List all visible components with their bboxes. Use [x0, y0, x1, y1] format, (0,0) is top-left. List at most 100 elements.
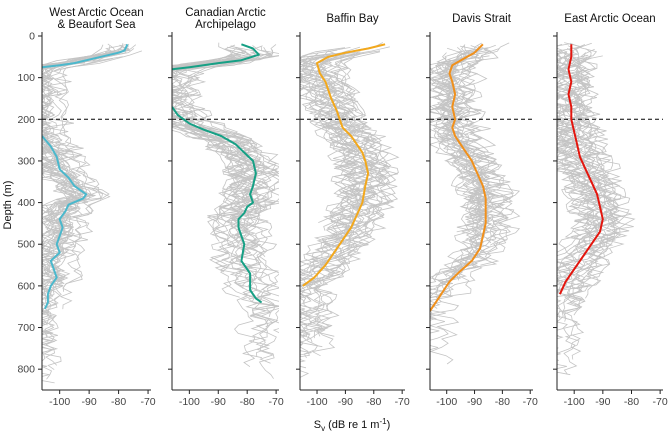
panel-title: East Arctic Ocean [564, 13, 655, 25]
profile-line [42, 51, 120, 236]
profile-line [302, 53, 388, 359]
profile-line [460, 44, 521, 246]
profile-line [300, 55, 374, 369]
profile-line [42, 44, 104, 307]
profile-line [443, 57, 496, 217]
x-tick-label: -80 [624, 396, 639, 408]
y-axis-title: Depth (m) [2, 181, 14, 230]
mean-profile-segment-1 [172, 43, 260, 71]
panel-3: -100 -90 -80 -70 Baffin Bay [296, 13, 410, 408]
background-profiles [430, 42, 521, 365]
profile-line [448, 42, 514, 298]
x-tick-label: -80 [495, 396, 510, 408]
profile-line [44, 56, 123, 253]
profile-line [441, 52, 491, 220]
profile-line [54, 50, 143, 310]
profile-line [42, 57, 94, 384]
x-tick-label: -80 [366, 396, 381, 408]
profile-line [172, 49, 256, 368]
y-tick-label: 400 [17, 197, 35, 209]
background-profiles [557, 42, 636, 376]
y-tick-label: 500 [17, 239, 35, 251]
background-profiles [172, 42, 279, 379]
x-axis-title: Sv (dB re 1 m-1) [314, 417, 391, 432]
panel-5: -100 -90 -80 -70 East Arctic Ocean [553, 13, 668, 408]
profile-line [300, 53, 359, 277]
profile-line [42, 43, 130, 308]
y-tick-label: 700 [17, 322, 35, 334]
x-tick-label: -90 [211, 396, 226, 408]
background-profiles [42, 43, 143, 384]
mean-profile-segment-2 [172, 106, 263, 304]
panel-title: Baffin Bay [326, 13, 378, 25]
x-axis-title-end: ) [387, 419, 391, 431]
profile-line [172, 52, 279, 312]
profile-line [562, 57, 624, 375]
y-tick-label: 800 [17, 364, 35, 376]
mean-profile-segment-2 [42, 135, 88, 310]
profile-line [172, 46, 252, 273]
profile-line [175, 52, 279, 291]
mean-profile [172, 43, 263, 304]
profile-line [172, 46, 256, 289]
panel-title: Archipelago [195, 19, 256, 31]
profile-line [303, 52, 387, 337]
profile-line [52, 58, 113, 292]
profile-line [172, 44, 250, 287]
profile-line [172, 57, 271, 359]
profile-line [42, 56, 87, 215]
profile-line [172, 46, 256, 222]
profile-line [42, 43, 124, 259]
profile-line [430, 57, 493, 225]
x-tick-label: -90 [595, 396, 610, 408]
x-axis-title-main: S [314, 419, 321, 431]
profile-line [172, 46, 240, 298]
profile-line [557, 53, 606, 212]
profile-line [175, 46, 279, 318]
x-axis-title-sub: v [321, 424, 325, 432]
mean-profile [42, 43, 129, 310]
profile-line [300, 49, 358, 281]
mean-profile [302, 43, 386, 287]
mean-profile-segment-1 [302, 43, 386, 287]
x-tick-label: -100 [179, 396, 200, 408]
profile-line [568, 54, 619, 227]
y-tick-label: 300 [17, 155, 35, 167]
y-tick-label: 0 [29, 31, 35, 43]
profile-line [42, 57, 92, 370]
profile-line [430, 56, 488, 295]
x-tick-label: -90 [338, 396, 353, 408]
profile-line [557, 47, 595, 279]
profile-line [557, 43, 599, 361]
mean-profile-segment-1 [430, 43, 487, 312]
profile-line [561, 48, 601, 228]
profile-line [172, 51, 279, 328]
x-tick-label: -100 [307, 396, 328, 408]
panel-title: & Beaufort Sea [58, 19, 137, 31]
x-axis-title-sup: -1 [379, 417, 387, 426]
x-tick-label: -100 [436, 396, 457, 408]
x-tick-label: -70 [653, 396, 668, 408]
profile-line [42, 52, 109, 288]
mean-profile-segment-1 [558, 44, 604, 295]
mean-profile [558, 44, 604, 295]
x-tick-label: -90 [82, 396, 97, 408]
x-tick-label: -80 [240, 396, 255, 408]
x-tick-label: -100 [564, 396, 585, 408]
x-tick-label: -100 [49, 396, 70, 408]
profile-line [172, 56, 247, 216]
y-tick-label: 100 [17, 72, 35, 84]
background-profiles [300, 42, 400, 378]
x-tick-label: -70 [140, 396, 155, 408]
panel-title: Davis Strait [452, 13, 512, 25]
panel-title: West Arctic Ocean [49, 7, 143, 19]
mean-profile-segment-1 [42, 43, 129, 69]
profile-line [337, 52, 391, 262]
profile-line [430, 52, 475, 284]
profile-line [42, 47, 129, 345]
x-tick-label: -90 [467, 396, 482, 408]
profile-line [323, 55, 391, 214]
profile-line [300, 51, 390, 340]
profile-line [457, 48, 512, 266]
